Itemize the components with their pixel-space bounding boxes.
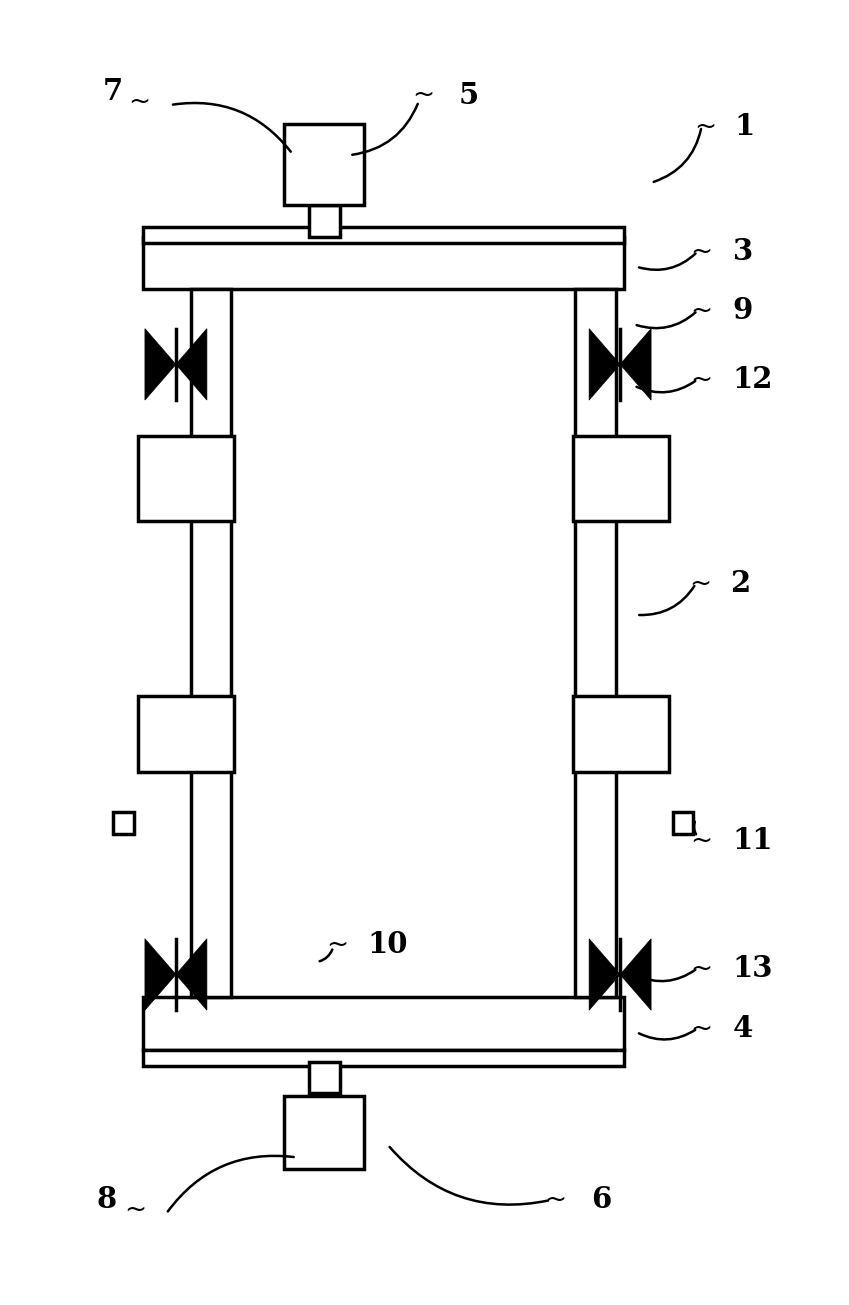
Text: 5: 5 xyxy=(458,81,479,110)
Text: ~: ~ xyxy=(690,367,712,393)
Text: 13: 13 xyxy=(733,954,773,983)
Text: ~: ~ xyxy=(690,955,712,981)
Text: 2: 2 xyxy=(730,569,751,598)
Text: 3: 3 xyxy=(733,238,753,266)
Polygon shape xyxy=(145,938,176,1010)
Bar xyxy=(143,997,624,1049)
Polygon shape xyxy=(589,329,620,401)
Bar xyxy=(113,812,133,834)
Bar xyxy=(190,290,231,997)
Bar xyxy=(143,227,624,243)
Text: 10: 10 xyxy=(368,930,408,959)
Bar xyxy=(138,436,233,521)
Polygon shape xyxy=(620,329,651,401)
Bar xyxy=(309,205,340,236)
Bar xyxy=(573,697,669,771)
Text: ~: ~ xyxy=(412,82,434,108)
Text: 1: 1 xyxy=(734,112,755,141)
Text: 6: 6 xyxy=(592,1185,612,1215)
Text: ~: ~ xyxy=(689,570,711,596)
Bar xyxy=(284,1096,364,1169)
Text: 8: 8 xyxy=(96,1185,116,1215)
Text: 7: 7 xyxy=(103,77,123,106)
Text: ~: ~ xyxy=(690,239,712,265)
Text: ~: ~ xyxy=(124,1197,146,1223)
Text: ~: ~ xyxy=(690,827,712,853)
Polygon shape xyxy=(589,938,620,1010)
Bar xyxy=(284,124,364,205)
Text: ~: ~ xyxy=(690,298,712,324)
Text: ~: ~ xyxy=(128,89,150,115)
Polygon shape xyxy=(176,938,207,1010)
Bar xyxy=(576,290,616,997)
Text: ~: ~ xyxy=(694,114,717,140)
Bar xyxy=(138,697,233,771)
Bar xyxy=(673,812,694,834)
Bar xyxy=(309,1062,340,1094)
Polygon shape xyxy=(176,329,207,401)
Bar xyxy=(143,236,624,290)
Bar xyxy=(573,436,669,521)
Text: 4: 4 xyxy=(733,1014,753,1043)
Polygon shape xyxy=(145,329,176,401)
Text: 12: 12 xyxy=(733,365,773,394)
Text: ~: ~ xyxy=(544,1188,566,1212)
Text: ~: ~ xyxy=(690,1015,712,1041)
Bar xyxy=(143,1049,624,1066)
Text: 9: 9 xyxy=(733,296,753,325)
Polygon shape xyxy=(620,938,651,1010)
Text: ~: ~ xyxy=(326,932,348,958)
Text: 11: 11 xyxy=(733,826,773,855)
